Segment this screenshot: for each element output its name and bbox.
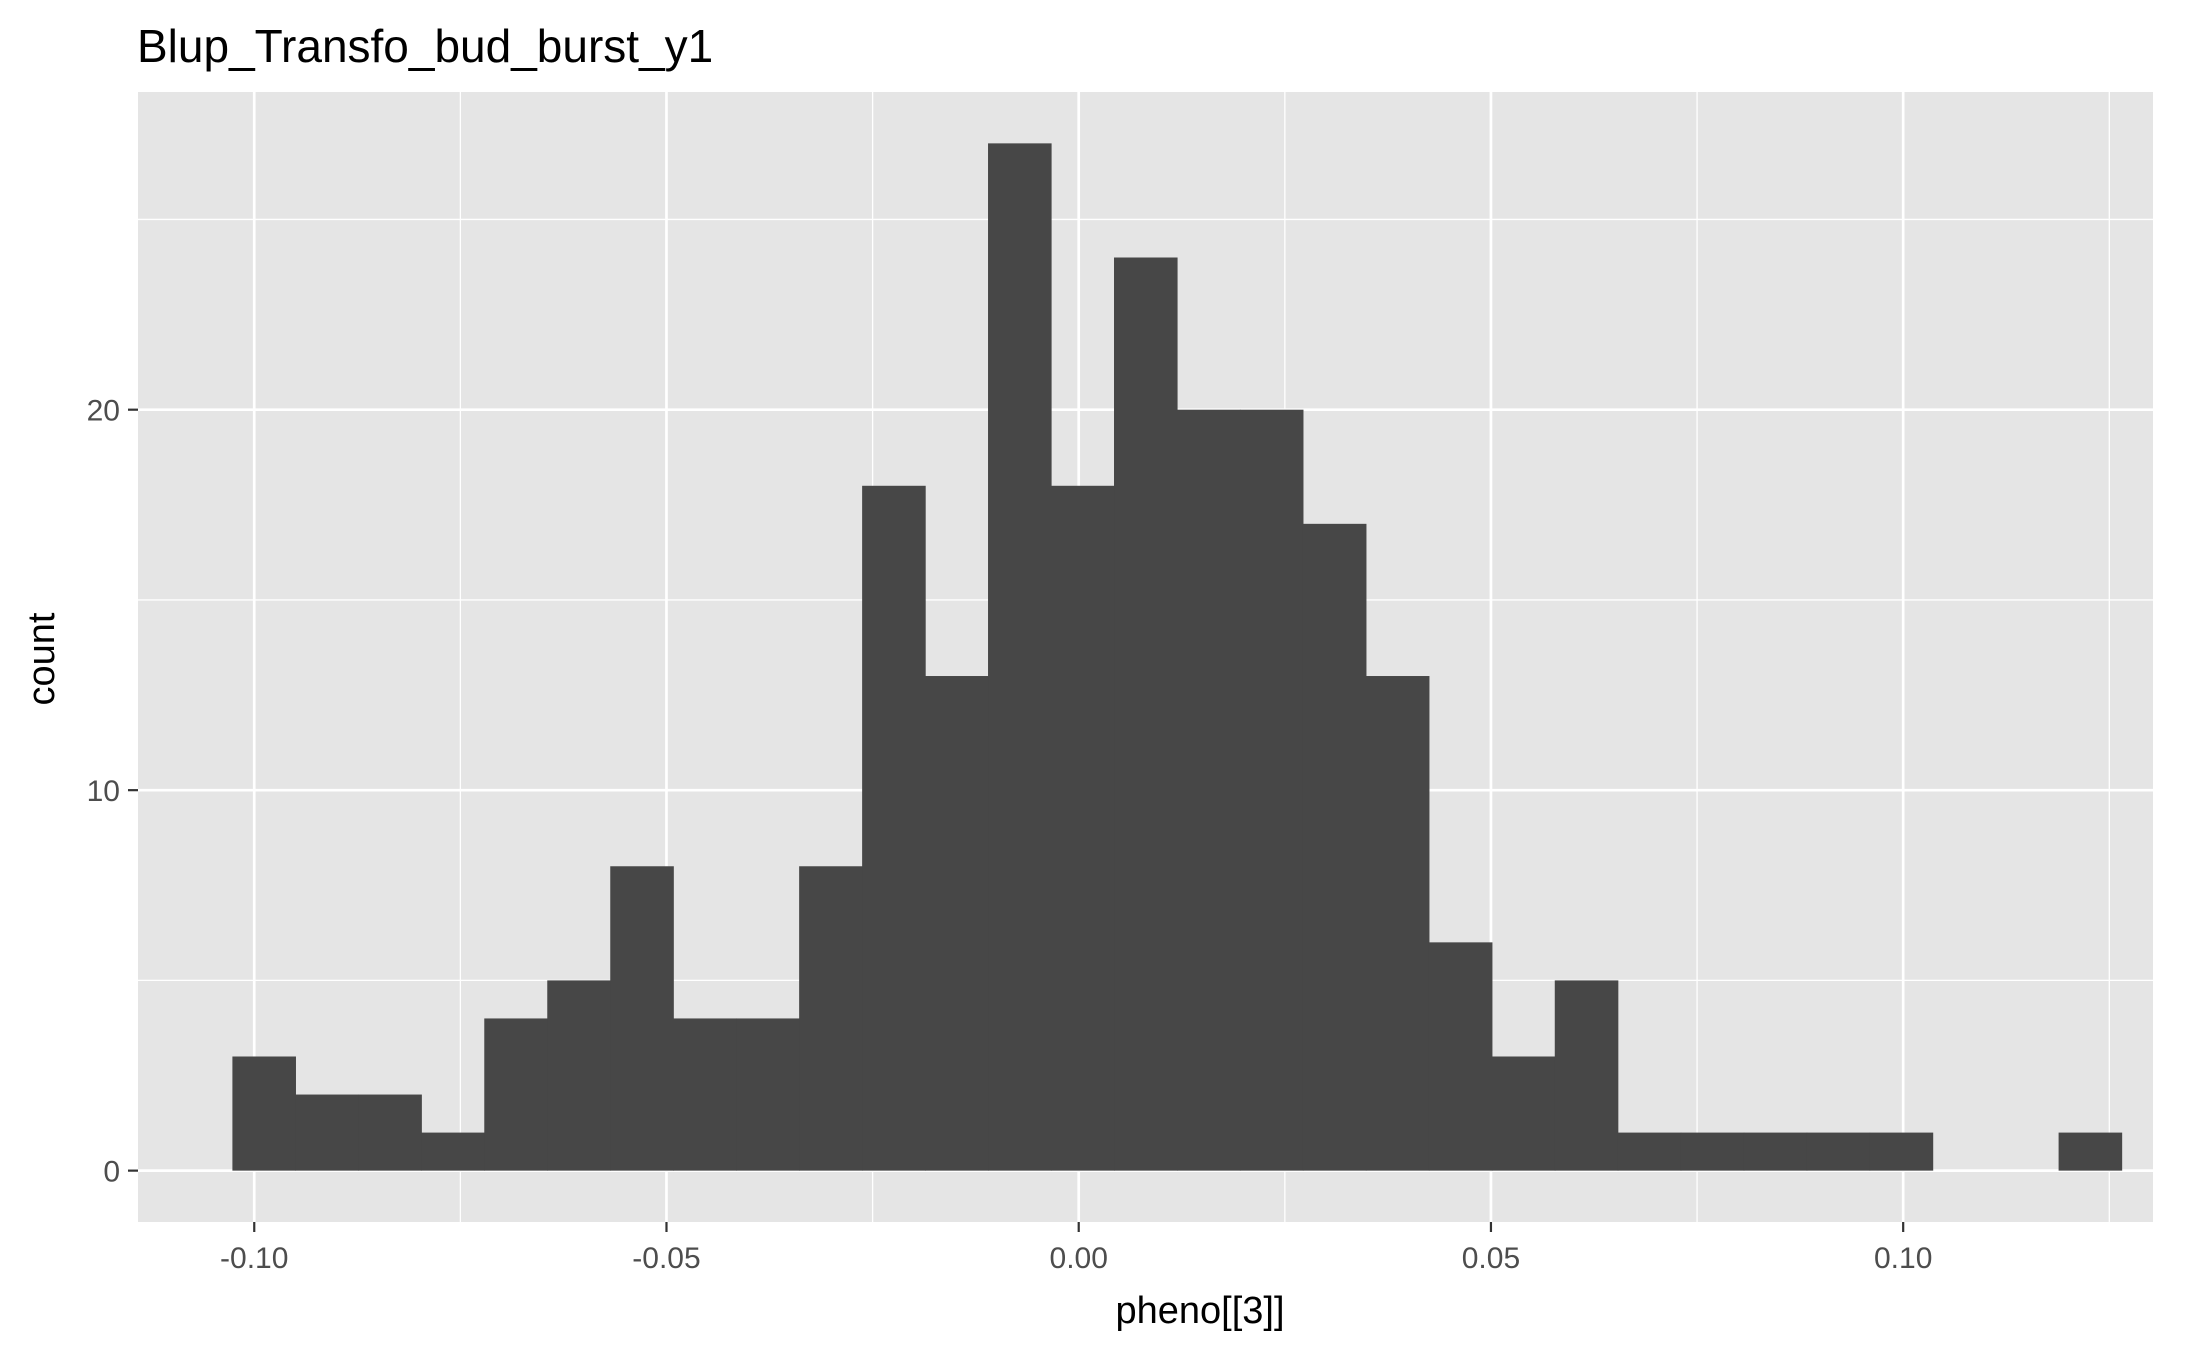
- x-tick-label: 0.05: [1462, 1242, 1520, 1275]
- histogram-bar: [673, 1018, 737, 1171]
- histogram-bar: [1869, 1132, 1934, 1171]
- histogram-bar: [295, 1094, 359, 1171]
- chart-title: Blup_Transfo_bud_burst_y1: [137, 20, 713, 72]
- y-tick-label: 0: [103, 1156, 120, 1189]
- y-tick-label: 20: [87, 395, 120, 428]
- histogram-bar: [610, 866, 674, 1171]
- histogram-bar: [232, 1056, 296, 1171]
- histogram-bars: [232, 143, 2123, 1171]
- histogram-bar: [547, 980, 611, 1171]
- x-axis-title: pheno[[3]]: [1115, 1290, 1284, 1332]
- histogram-bar: [2058, 1132, 2123, 1171]
- y-tick-label: 10: [87, 775, 120, 808]
- histogram-bar: [925, 676, 989, 1171]
- histogram-bar: [1051, 485, 1115, 1171]
- histogram-bar: [358, 1094, 422, 1171]
- x-tick-label: 0.10: [1874, 1242, 1932, 1275]
- y-axis: 0 10 20: [87, 395, 138, 1189]
- histogram-bar: [736, 1018, 800, 1171]
- histogram-bar: [1617, 1132, 1682, 1171]
- x-tick-label: -0.10: [220, 1242, 288, 1275]
- histogram-bar: [1114, 257, 1178, 1171]
- histogram-bar: [1743, 1132, 1808, 1171]
- histogram-bar: [1365, 676, 1430, 1171]
- histogram-bar: [1680, 1132, 1745, 1171]
- histogram-bar: [862, 485, 926, 1171]
- x-tick-label: -0.05: [632, 1242, 700, 1275]
- x-axis: -0.10 -0.05 0.00 0.05 0.10: [220, 1222, 1932, 1275]
- histogram-bar: [1239, 409, 1304, 1171]
- histogram-bar: [484, 1018, 548, 1171]
- x-tick-label: 0.00: [1050, 1242, 1108, 1275]
- histogram-bar: [1428, 942, 1493, 1171]
- histogram-bar: [1491, 1056, 1556, 1171]
- histogram-bar: [1176, 409, 1241, 1171]
- histogram-bar: [1554, 980, 1619, 1171]
- histogram-bar: [1806, 1132, 1871, 1171]
- histogram-bar: [988, 143, 1052, 1171]
- histogram-bar: [1302, 523, 1367, 1171]
- y-axis-title: count: [21, 612, 63, 705]
- histogram-bar: [421, 1132, 485, 1171]
- histogram-bar: [799, 866, 863, 1171]
